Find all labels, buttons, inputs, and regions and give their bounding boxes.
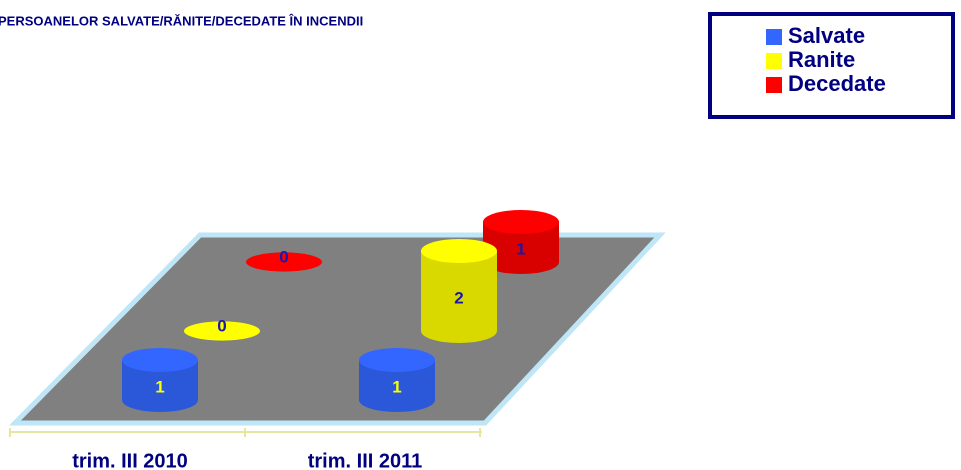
data-label: 1 xyxy=(516,239,525,258)
cylinder-body xyxy=(122,360,198,412)
floor xyxy=(9,232,666,426)
data-label: 1 xyxy=(392,377,401,396)
legend-swatch xyxy=(766,29,782,45)
cylinder-flat xyxy=(246,252,322,272)
cylinder-body xyxy=(483,222,559,274)
data-label: 0 xyxy=(279,247,288,266)
x-tick-label: trim. III 2011 xyxy=(308,450,423,470)
data-label: 2 xyxy=(454,288,463,307)
cylinder-top xyxy=(483,210,559,234)
legend-label: Ranite xyxy=(788,47,855,72)
cylinder-body xyxy=(359,360,435,412)
x-tick-label: trim. III 2010 xyxy=(72,450,188,470)
chart-title: PERSOANELOR SALVATE/RĂNITE/DECEDATE ÎN I… xyxy=(0,13,363,28)
cylinder-top xyxy=(359,348,435,372)
cylinder xyxy=(421,239,497,343)
legend-swatch xyxy=(766,53,782,69)
cylinder-body xyxy=(421,251,497,343)
cylinder xyxy=(184,321,260,341)
data-label: 1 xyxy=(155,377,164,396)
legend-swatch xyxy=(766,77,782,93)
data-label: 0 xyxy=(217,316,226,335)
legend-label: Salvate xyxy=(788,23,865,48)
cylinder xyxy=(483,210,559,274)
cylinder xyxy=(246,252,322,272)
legend xyxy=(708,12,955,119)
cylinder xyxy=(122,348,198,412)
cylinder-flat xyxy=(184,321,260,341)
legend-label: Decedate xyxy=(788,71,886,96)
cylinder-top xyxy=(421,239,497,263)
cylinder xyxy=(359,348,435,412)
cylinder-top xyxy=(122,348,198,372)
